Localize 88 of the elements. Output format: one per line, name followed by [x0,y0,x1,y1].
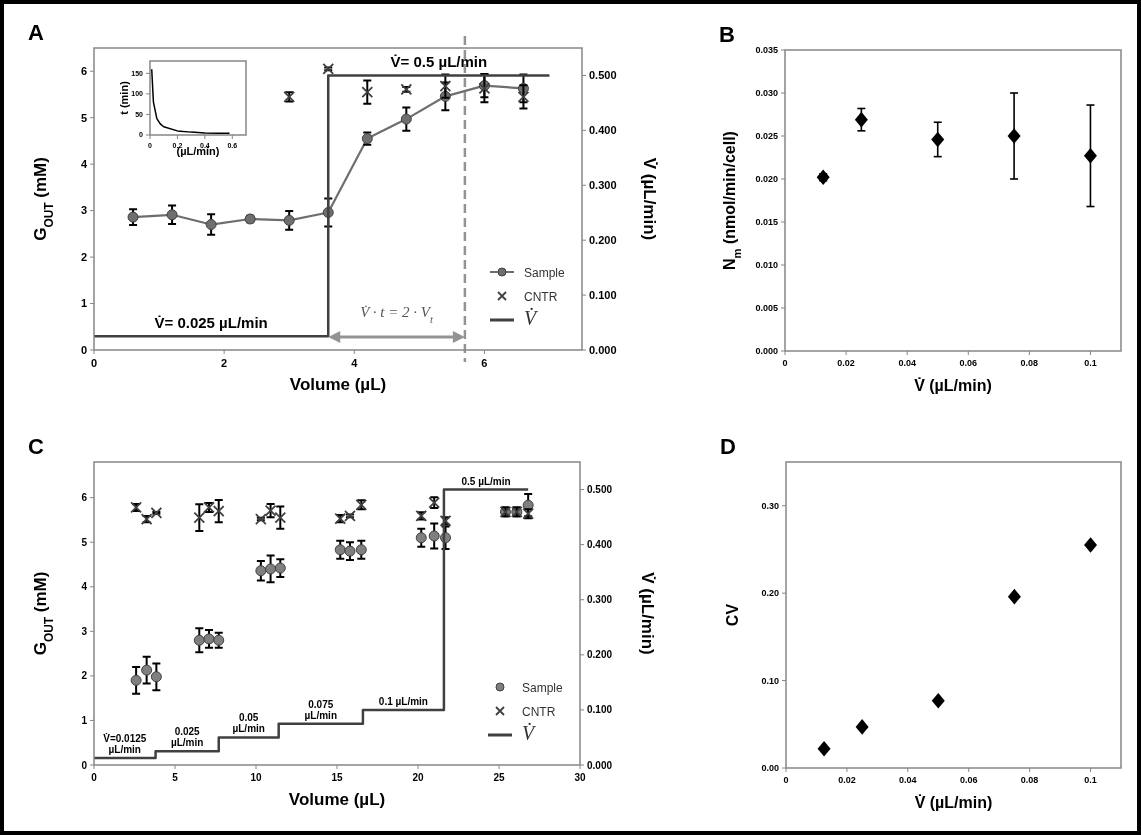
chart-title: D [720,434,736,459]
y2-tick-label: 0.500 [587,484,613,496]
annotation: 0.05 µL/min [232,712,265,735]
y2-tick-label: 0.200 [589,234,617,247]
x-tick-label: 0.02 [837,358,855,368]
y-tick-label: 3 [81,625,88,637]
y-tick-label: 0.20 [761,588,779,599]
x-tick-label: 0 [783,775,789,785]
x-axis-title: V̇ (µL/min) [914,793,993,811]
y-tick-label: 4 [81,581,88,593]
y-tick-label: 0.10 [761,675,779,686]
chart-title: A [28,20,44,45]
annotation: 0.5 µL/min [461,475,511,487]
y2-tick-label: 0.400 [589,124,617,137]
legend-label: Sample [522,681,564,695]
y2-axis-title: V̇ (µL/min) [638,572,657,655]
x-tick-label: 0 [782,358,788,368]
x-axis-title: Volume (µL) [288,790,386,809]
x-tick-label: 0.04 [899,775,917,785]
y2-tick-label: 0.300 [587,594,613,606]
y2-tick-label: 0.000 [589,343,617,356]
annotation: 0.1 µL/min [378,695,428,707]
x-tick-label: 0.08 [1020,358,1039,368]
y-tick-label: 0.015 [755,217,778,228]
y-tick-label: 0.30 [761,500,779,511]
y2-tick-label: 0.400 [587,539,613,551]
y-tick-label: 0 [80,343,87,356]
y-tick-label: 0.025 [755,131,778,142]
annotation: V̇= 0.025 µL/min [154,314,268,332]
x-tick-label: 6 [481,357,488,369]
y-tick-label: 0.010 [755,260,778,271]
x-tick-label: 20 [412,772,424,783]
y-tick-label: 5 [80,111,87,124]
y2-tick-label: 0.100 [589,288,617,301]
chart-title: C [28,434,44,459]
y-tick-label: 1 [81,714,88,726]
x-tick-label: 30 [574,772,586,783]
x-tick-label: 4 [351,357,359,369]
x-axis-title: V̇ (µL/min) [914,376,992,394]
x-tick-label: 2 [221,357,228,369]
x-tick-label: 0.06 [959,358,978,368]
y2-tick-label: 0.300 [589,179,617,192]
annotation: 0.025 µL/min [170,726,204,749]
y-axis-title: t (min) [118,80,130,115]
y2-tick-label: 0.000 [587,759,613,771]
x-tick-label: 0.08 [1020,775,1039,785]
y2-tick-label: 0.500 [589,69,617,82]
annotation: 0.075 µL/min [304,698,338,721]
y-tick-label: 1 [80,297,87,310]
x-tick-label: 0 [90,357,98,369]
y2-tick-label: 0.200 [587,649,613,661]
y-tick-label: 0.00 [761,763,779,774]
chart-title: B [719,22,735,47]
y-tick-label: 2 [81,670,88,682]
x-tick-label: 5 [172,772,179,783]
legend-label: V̇ [524,306,539,329]
annotation: V̇=0.0125 µL/min [103,732,147,756]
x-tick-label: 0.1 [1084,358,1097,368]
legend-label: CNTR [522,705,556,719]
y-tick-label: 0.020 [755,174,778,185]
y-tick-label: 4 [80,158,88,170]
y-tick-label: 6 [80,65,87,78]
x-tick-label: 0 [91,772,98,783]
x-tick-label: 0.02 [838,775,856,785]
y-tick-label: 0.000 [755,346,778,357]
annotation: V̇= 0.5 µL/min [390,53,488,71]
legend-label: CNTR [524,290,558,304]
y-tick-label: 6 [81,492,88,504]
y2-tick-label: 0.100 [587,704,613,716]
y-tick-label: 0 [81,759,88,771]
y-tick-label: 0.030 [755,88,778,99]
y-tick-label: 0.005 [755,303,778,314]
legend-label: V̇ [522,721,537,744]
legend-label: Sample [524,266,566,280]
y-tick-label: 5 [81,536,88,548]
y-axis-title: CV [724,603,741,627]
y-tick-label: 0.035 [755,45,778,56]
x-axis-title: Volume (µL) [289,375,387,394]
x-tick-label: 25 [493,772,505,783]
y-tick-label: 3 [80,204,87,217]
x-tick-label: 0.04 [898,358,916,368]
x-tick-label: 0.06 [959,775,978,785]
annotation: V̇ · t = 2 · V$_{t}$ [360,304,435,325]
x-tick-label: 10 [250,772,262,783]
y-tick-label: 2 [80,250,87,263]
x-tick-label: 15 [331,772,343,783]
x-tick-label: 0.1 [1084,775,1097,785]
y2-axis-title: V̇ (µL/min) [640,157,659,241]
